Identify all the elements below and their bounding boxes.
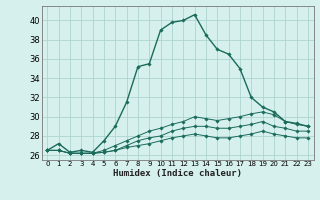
X-axis label: Humidex (Indice chaleur): Humidex (Indice chaleur) xyxy=(113,169,242,178)
